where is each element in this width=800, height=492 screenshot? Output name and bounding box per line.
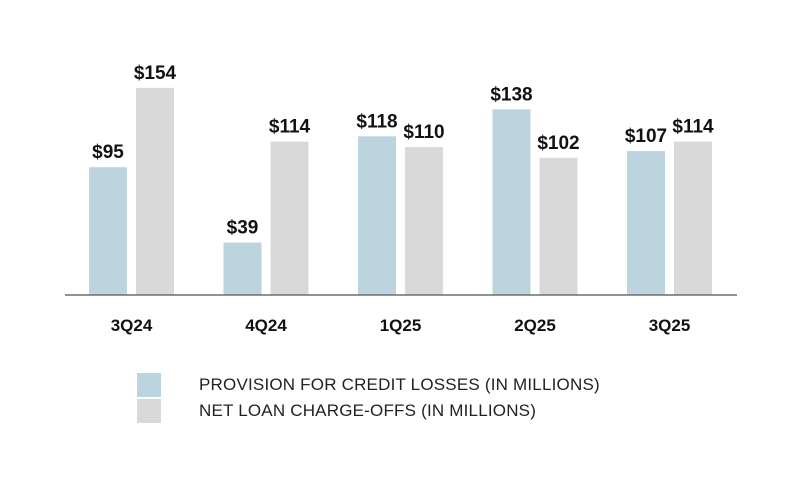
category-label-3q25: 3Q25 <box>649 316 691 335</box>
legend-swatch-charge-offs <box>137 399 161 423</box>
bar-provision-4q24 <box>223 242 262 295</box>
category-label-3q24: 3Q24 <box>111 316 153 335</box>
legend-swatch-provision <box>137 373 161 397</box>
value-label-provision-4q24: $39 <box>227 218 259 239</box>
bars-group <box>89 87 712 296</box>
category-labels-group: 3Q24 4Q24 1Q25 2Q25 3Q25 <box>111 316 691 335</box>
value-label-charge-offs-3q24: $154 <box>134 63 177 84</box>
value-label-charge-offs-2q25: $102 <box>537 133 579 154</box>
bar-charge-offs-1q25 <box>405 147 443 295</box>
legend-item-provision: PROVISION FOR CREDIT LOSSES (IN MILLIONS… <box>137 372 600 398</box>
value-label-charge-offs-4q24: $114 <box>269 117 311 138</box>
bar-chart: $95$154$39$114 $118$110$138$102 $107 $114 3… <box>65 63 737 335</box>
value-label-provision-3q25: $107 <box>625 126 667 147</box>
value-label-provision-1q25: $118 <box>356 111 397 132</box>
bar-provision-3q24 <box>89 167 127 295</box>
legend-item-charge-offs: NET LOAN CHARGE-OFFS (IN MILLIONS) <box>137 398 600 424</box>
value-label-charge-offs-1q25: $110 <box>403 122 444 143</box>
bar-charge-offs-2q25 <box>539 157 578 295</box>
value-labels-group: $95$154$39$114 $118$110$138$102 $107 $114 <box>92 63 714 239</box>
category-label-1q25: 1Q25 <box>380 316 422 335</box>
value-label-provision-3q24: $95 <box>92 142 124 163</box>
bar-provision-3q25 <box>627 151 665 295</box>
value-label-provision-2q25: $138 <box>490 84 532 105</box>
bar-provision-1q25 <box>358 136 396 295</box>
bar-charge-offs-4q24 <box>270 141 309 295</box>
bar-provision-2q25 <box>492 109 531 295</box>
value-label-charge-offs-3q25: $114 <box>672 117 714 138</box>
bar-charge-offs-3q25 <box>674 141 712 295</box>
legend: PROVISION FOR CREDIT LOSSES (IN MILLIONS… <box>137 372 600 424</box>
category-label-2q25: 2Q25 <box>514 316 556 335</box>
legend-label-provision: PROVISION FOR CREDIT LOSSES (IN MILLIONS… <box>199 375 600 394</box>
legend-label-charge-offs: NET LOAN CHARGE-OFFS (IN MILLIONS) <box>199 401 537 420</box>
category-label-4q24: 4Q24 <box>245 316 287 335</box>
bar-charge-offs-3q24 <box>136 87 174 296</box>
